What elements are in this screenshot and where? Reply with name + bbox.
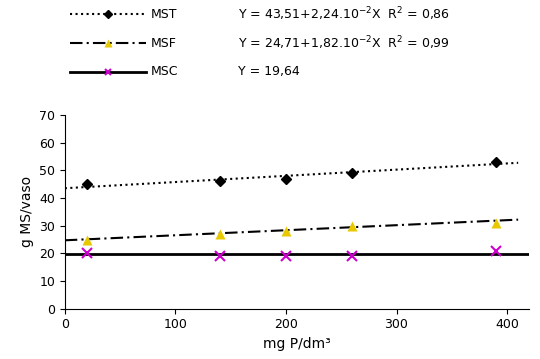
- Y-axis label: g MS/vaso: g MS/vaso: [19, 176, 33, 247]
- X-axis label: mg P/dm³: mg P/dm³: [263, 337, 331, 351]
- Text: MST: MST: [151, 8, 178, 21]
- Text: MSF: MSF: [151, 37, 177, 50]
- Text: Y = 24,71+1,82.10$^{-2}$X  R$^{2}$ = 0,99: Y = 24,71+1,82.10$^{-2}$X R$^{2}$ = 0,99: [238, 34, 449, 52]
- Text: Y = 19,64: Y = 19,64: [238, 65, 299, 78]
- Text: MSC: MSC: [151, 65, 179, 78]
- Text: Y = 43,51+2,24.10$^{-2}$X  R$^{2}$ = 0,86: Y = 43,51+2,24.10$^{-2}$X R$^{2}$ = 0,86: [238, 5, 450, 23]
